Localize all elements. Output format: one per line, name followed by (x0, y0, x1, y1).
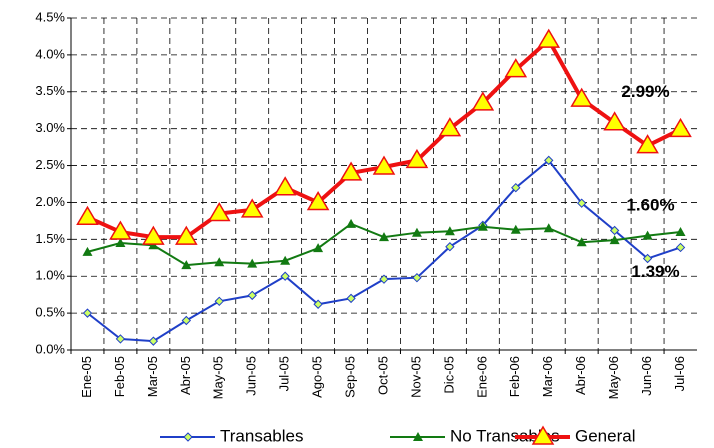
x-tick-label: Ago-05 (310, 356, 325, 398)
point (280, 255, 291, 265)
y-tick-label: 2.0% (35, 194, 65, 209)
legend-item: No Transables (390, 426, 560, 445)
x-tick-label: Jul-05 (277, 356, 292, 391)
point (471, 91, 495, 111)
legend-label: Transables (220, 426, 303, 445)
point (379, 274, 389, 284)
x-tick-label: Nov-05 (408, 356, 423, 398)
point (537, 28, 561, 48)
point (175, 225, 198, 245)
series-line (86, 158, 681, 343)
point (82, 308, 93, 318)
data-label: 2.99% (621, 82, 669, 101)
x-tick-label: May-05 (211, 356, 226, 399)
data-label: 1.60% (626, 195, 674, 214)
point (438, 117, 462, 137)
point (115, 238, 126, 248)
x-tick-label: May-06 (606, 356, 621, 399)
x-tick-label: Mar-06 (540, 356, 555, 397)
point (675, 226, 686, 236)
point (148, 336, 159, 346)
legend-marker (183, 432, 193, 442)
point (411, 227, 422, 237)
legend-item: Transables (160, 426, 303, 445)
point (444, 226, 455, 236)
y-tick-label: 4.0% (35, 46, 65, 61)
point (412, 272, 422, 283)
y-tick-label: 2.5% (35, 157, 65, 172)
point (636, 134, 659, 154)
x-tick-label: Ene-05 (79, 356, 94, 398)
x-tick-label: Feb-05 (112, 356, 127, 397)
point (603, 111, 626, 131)
point (115, 334, 126, 344)
point (313, 299, 323, 309)
x-tick-label: Abr-05 (178, 356, 193, 395)
point (510, 224, 521, 234)
y-tick-label: 3.0% (35, 120, 65, 135)
point (609, 225, 620, 236)
x-tick-label: Abr-06 (573, 356, 588, 395)
point (247, 290, 257, 301)
legend-label: General (575, 426, 635, 445)
point (273, 176, 297, 196)
data-label: 1.39% (631, 262, 679, 281)
y-tick-label: 0.5% (35, 305, 65, 320)
x-tick-label: Dic-05 (441, 356, 456, 394)
y-tick-label: 1.5% (35, 231, 65, 246)
point (82, 246, 93, 256)
point (339, 161, 363, 181)
point (240, 198, 264, 218)
point (504, 58, 528, 78)
legend-marker (413, 432, 423, 441)
point (214, 257, 225, 267)
legend-marker (531, 425, 555, 445)
point (306, 190, 330, 211)
y-tick-label: 0.0% (35, 341, 65, 356)
point (405, 148, 429, 169)
x-tick-label: Jun-05 (244, 356, 259, 396)
point (280, 271, 290, 281)
y-tick-label: 3.5% (35, 83, 65, 98)
point (142, 225, 165, 245)
point (477, 221, 488, 231)
point (214, 296, 224, 307)
point (609, 235, 620, 245)
x-tick-label: Ene-06 (474, 356, 489, 398)
point (207, 202, 231, 222)
point (576, 237, 587, 247)
point (576, 198, 587, 208)
x-tick-label: Jul-06 (672, 356, 687, 391)
point (445, 242, 455, 252)
point (642, 230, 653, 240)
point (511, 182, 521, 193)
x-tick-label: Oct-05 (375, 356, 390, 395)
point (247, 258, 258, 268)
point (570, 87, 593, 107)
point (76, 205, 99, 225)
point (379, 232, 389, 242)
point (181, 260, 192, 270)
point (313, 243, 324, 253)
legend-label: No Transables (450, 426, 560, 445)
point (181, 315, 192, 326)
legend-item: General (515, 425, 635, 445)
point (669, 117, 692, 138)
point (109, 220, 132, 240)
x-tick-label: Jun-06 (639, 356, 654, 396)
point (642, 253, 653, 264)
x-tick-label: Sep-05 (342, 356, 357, 398)
series-line (86, 36, 682, 240)
point (544, 155, 554, 166)
point (346, 293, 356, 304)
point (675, 242, 686, 253)
y-tick-label: 1.0% (35, 268, 65, 283)
x-tick-label: Feb-06 (507, 356, 522, 397)
point (372, 155, 396, 175)
x-tick-label: Mar-05 (145, 356, 160, 397)
point (346, 218, 357, 228)
point (543, 223, 554, 233)
y-tick-label: 4.5% (35, 9, 65, 24)
